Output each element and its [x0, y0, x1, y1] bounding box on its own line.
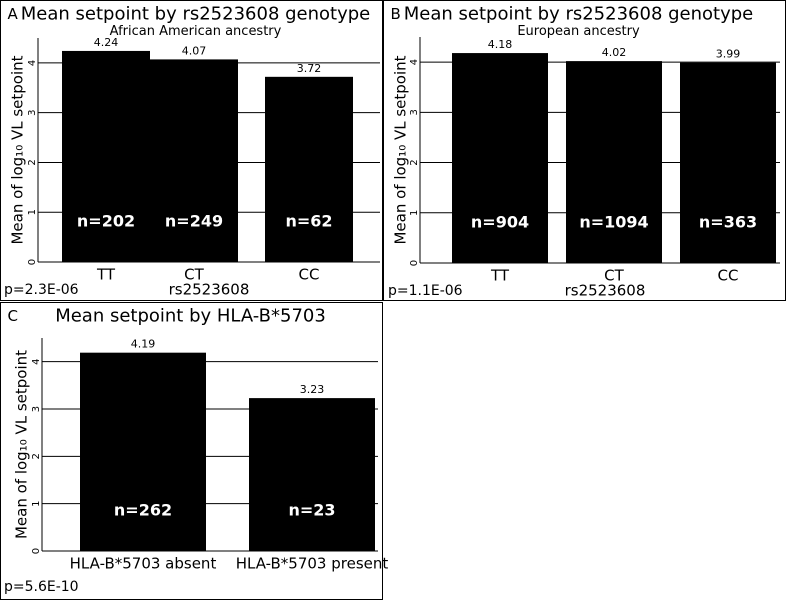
chart-title: Mean setpoint by rs2523608 genotype	[404, 4, 754, 25]
chart-subtitle: African American ancestry	[110, 24, 282, 39]
y-axis-label: Mean of log₁₀ VL setpoint	[9, 55, 27, 244]
y-tick-label: 2	[409, 159, 420, 165]
y-tick-label: 0	[409, 260, 420, 266]
p-value: p=1.1E-06	[388, 283, 463, 299]
x-tick-label: TT	[96, 266, 116, 284]
bar	[265, 76, 353, 263]
y-tick-label: 1	[409, 210, 420, 216]
data-label: 4.18	[488, 38, 513, 51]
x-tick-label: TT	[490, 267, 510, 285]
p-value: p=2.3E-06	[4, 282, 79, 298]
y-tick-label: 3	[31, 406, 42, 412]
y-tick-label: 4	[31, 358, 42, 364]
panel-letter: C	[8, 307, 18, 325]
x-tick-label: CT	[184, 266, 204, 284]
bar-annotation: n=1094	[579, 213, 648, 232]
y-tick-label: 3	[27, 109, 38, 115]
x-tick-label: HLA-B*5703 absent	[70, 555, 217, 573]
bar-annotation: n=23	[288, 501, 335, 520]
y-tick-label: 2	[31, 453, 42, 459]
data-label: 3.72	[297, 62, 322, 75]
bar-annotation: n=363	[699, 213, 757, 232]
panel-letter: B	[391, 5, 401, 23]
bar	[566, 61, 662, 264]
y-tick-label: 1	[27, 209, 38, 215]
bar	[680, 62, 776, 263]
panel: B Mean setpoint by rs2523608 genotypeEuro…	[383, 0, 786, 301]
panel-frame	[0, 0, 383, 301]
data-label: 4.07	[182, 44, 207, 57]
y-tick-label: 1	[31, 500, 42, 506]
chart-title: Mean setpoint by rs2523608 genotype	[21, 4, 371, 25]
chart-subtitle: European ancestry	[517, 24, 640, 39]
p-value: p=5.6E-10	[4, 579, 79, 595]
y-tick-label: 4	[27, 60, 38, 66]
bar	[62, 50, 150, 262]
y-tick-label: 0	[27, 259, 38, 265]
data-label: 4.02	[602, 46, 627, 59]
y-tick-label: 4	[409, 59, 420, 65]
x-tick-label: CC	[299, 266, 320, 284]
bar-annotation: n=262	[114, 501, 172, 520]
bar-annotation: n=249	[165, 212, 223, 231]
bar	[249, 398, 375, 551]
x-axis-label: rs2523608	[169, 281, 250, 299]
y-tick-label: 3	[409, 109, 420, 115]
x-tick-label: HLA-B*5703 present	[236, 555, 389, 573]
y-tick-label: 0	[31, 548, 42, 554]
bar	[80, 352, 206, 551]
bar-annotation: n=202	[77, 212, 135, 231]
panel: C Mean setpoint by HLA-B*5703 Mean of log₁…	[0, 302, 389, 600]
y-axis-label: Mean of log₁₀ VL setpoint	[13, 350, 31, 539]
bar-annotation: n=904	[471, 213, 529, 232]
x-axis-label: rs2523608	[565, 282, 646, 300]
bar-annotation: n=62	[285, 212, 332, 231]
data-label: 3.99	[716, 48, 741, 61]
chart-title: Mean setpoint by HLA-B*5703	[55, 306, 326, 327]
x-tick-label: CT	[604, 267, 624, 285]
data-label: 4.19	[131, 338, 156, 351]
y-axis-label: Mean of log₁₀ VL setpoint	[392, 55, 410, 244]
x-tick-label: CC	[718, 267, 739, 285]
y-tick-label: 2	[27, 159, 38, 165]
bar	[150, 59, 238, 262]
data-label: 3.23	[300, 383, 325, 396]
data-label: 4.24	[94, 36, 119, 49]
panel-letter: A	[8, 5, 19, 23]
panel: A Mean setpoint by rs2523608 genotypeAfri…	[0, 0, 383, 301]
bar	[452, 53, 548, 264]
